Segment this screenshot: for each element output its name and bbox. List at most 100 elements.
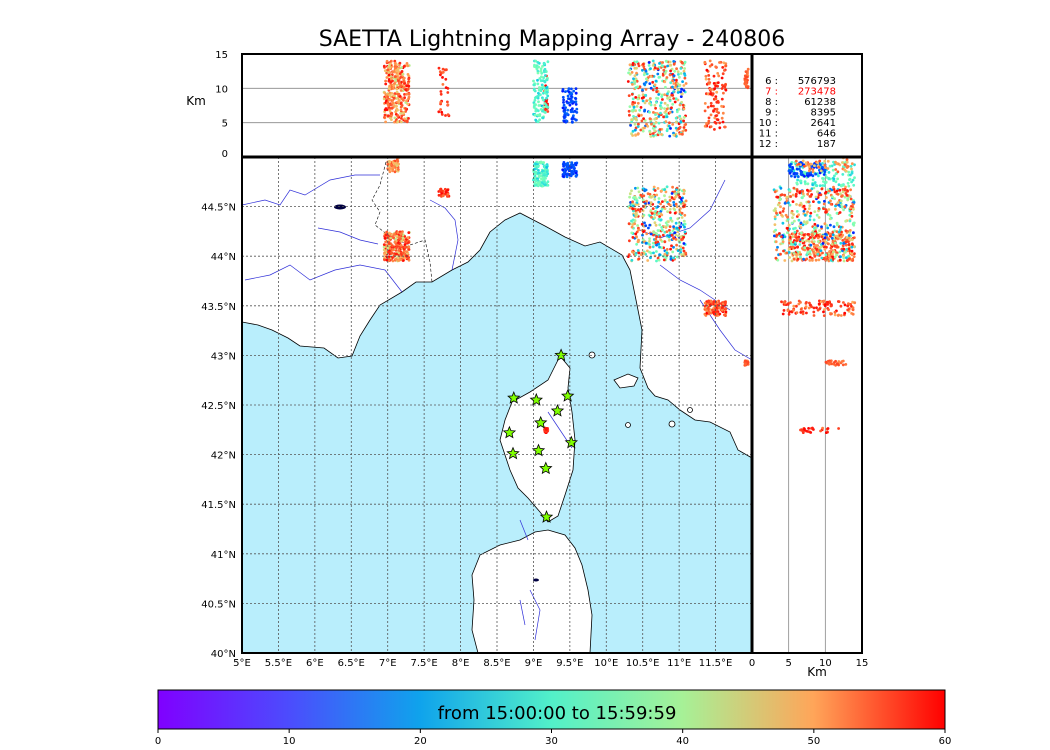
lightning-point-alt-lat [794, 194, 798, 198]
lightning-point-alt-lat [805, 221, 809, 225]
lightning-point [669, 257, 673, 261]
lightning-point [387, 250, 390, 254]
lightning-point-alt-lon [654, 79, 658, 83]
lightning-point-alt-lon [683, 74, 687, 77]
lightning-point [564, 169, 568, 172]
lightning-point-alt-lat [797, 235, 801, 239]
altitude-lat-panel: 0 5 10 15 Km [749, 157, 868, 679]
lightning-point-alt-lon [724, 88, 728, 92]
lightning-point-alt-lat [779, 205, 782, 209]
lightning-point-alt-lon [644, 69, 648, 73]
lightning-point-alt-lon [649, 75, 653, 78]
lightning-point-alt-lon [392, 94, 395, 97]
lightning-point-alt-lon [721, 83, 724, 87]
lightning-point-alt-lon [440, 113, 444, 116]
lightning-point [662, 258, 666, 262]
lightning-point-alt-lon [405, 119, 409, 123]
lightning-point-alt-lat [844, 229, 848, 233]
lightning-point [631, 250, 634, 254]
lightning-point-alt-lon [534, 95, 538, 99]
lightning-point-alt-lon [707, 119, 711, 123]
colorbar-tick: 20 [414, 736, 427, 747]
lightning-point-alt-lat [782, 249, 785, 253]
lightning-point-alt-lon [636, 132, 640, 136]
lightning-point-alt-lon [444, 114, 447, 117]
lightning-point-alt-lon [678, 114, 682, 118]
lightning-point-alt-lon [406, 73, 410, 76]
lightning-point-alt-lat [817, 174, 820, 178]
lightning-point [676, 217, 680, 221]
lightning-point [670, 219, 674, 223]
lightning-point-alt-lon [538, 118, 541, 122]
lightning-point-alt-lat [797, 162, 801, 166]
lightning-point-alt-lon [707, 81, 711, 84]
lightning-point-alt-lon [570, 120, 574, 124]
lightning-point-alt-lat [792, 257, 796, 261]
lightning-point-alt-lon [562, 120, 566, 123]
lightning-point [655, 235, 659, 239]
lightning-point-alt-lat [786, 217, 790, 221]
lightning-point [670, 192, 674, 195]
lightning-point [630, 231, 634, 235]
lightning-point-alt-lat [829, 258, 833, 262]
lightning-point-alt-lon [673, 69, 677, 73]
lightning-point-alt-lon [628, 72, 632, 76]
lightning-point-alt-lat [842, 254, 845, 258]
lightning-point-alt-lat [828, 362, 831, 366]
lightning-point [679, 248, 683, 251]
lightning-point [660, 226, 664, 229]
lightning-point-alt-lon [653, 66, 657, 70]
lightning-point [539, 161, 543, 165]
lightning-point [661, 228, 664, 232]
lightning-point-alt-lon [536, 71, 540, 75]
lightning-point-alt-lat [838, 258, 842, 262]
lightning-point-alt-lat [806, 250, 810, 254]
lightning-point-alt-lon [389, 77, 393, 81]
lightning-point [681, 246, 685, 250]
lightning-point-alt-lon [537, 91, 540, 95]
lightning-point-alt-lon [682, 119, 685, 123]
lightning-point-alt-lat [810, 257, 814, 260]
lightning-point-alt-lat [774, 256, 778, 260]
lightning-point-alt-lat [803, 213, 807, 217]
lightning-point-alt-lat [850, 214, 854, 218]
lightning-point-alt-lat [823, 303, 827, 307]
lightning-point-alt-lon [677, 73, 680, 76]
lightning-point [660, 189, 663, 193]
lightning-point-alt-lat [841, 161, 844, 164]
lightning-point-alt-lon [542, 85, 545, 89]
lightning-point [650, 212, 654, 215]
lightning-point [676, 190, 680, 194]
lightning-point [437, 193, 441, 197]
lightning-point-alt-lat [822, 202, 826, 206]
lightning-point [682, 242, 686, 245]
lightning-point-alt-lat [793, 219, 796, 223]
lightning-point-alt-lat [845, 256, 848, 260]
lightning-point-alt-lat [786, 231, 789, 235]
lightning-point-alt-lon [712, 74, 716, 78]
lightning-point-alt-lon [657, 131, 661, 135]
lightning-point [673, 211, 677, 215]
lightning-point-alt-lon [718, 126, 722, 130]
lightning-point-alt-lon [655, 90, 659, 94]
lightning-point [703, 301, 707, 305]
lightning-point-alt-lon [533, 98, 537, 102]
lightning-point-alt-lon [396, 76, 400, 79]
lightning-point-alt-lon [545, 90, 549, 94]
lightning-point [709, 299, 713, 303]
lightning-point-alt-lat [814, 258, 818, 262]
lightning-point-alt-lat [835, 230, 839, 234]
lightning-point-alt-lat [798, 243, 802, 246]
lightning-point-alt-lon [546, 94, 550, 98]
lightning-point-alt-lat [806, 188, 809, 192]
lightning-point-alt-lon [566, 108, 570, 112]
lightning-point-alt-lon [562, 101, 565, 104]
lightning-point-alt-lon [546, 105, 550, 109]
lightning-point-alt-lat [774, 207, 777, 211]
lightning-point-alt-lat [827, 308, 830, 311]
lightning-point-alt-lon [680, 100, 683, 104]
lightning-point-alt-lon [670, 106, 673, 110]
lightning-point [564, 163, 567, 167]
lightning-point-alt-lat [845, 193, 849, 197]
lightning-point-alt-lat [846, 181, 850, 185]
